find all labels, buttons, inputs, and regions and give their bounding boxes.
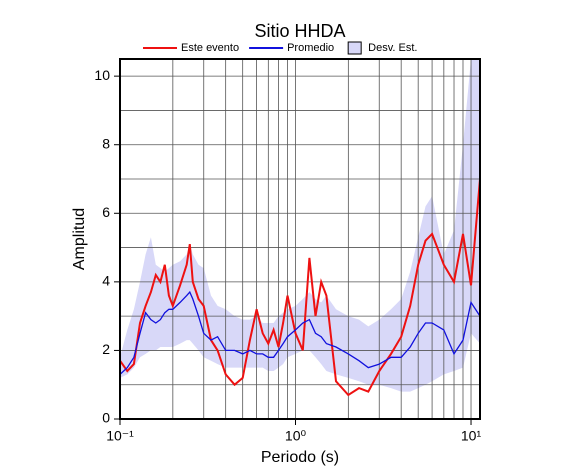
std-band [120,59,480,392]
y-tick-label: 6 [102,204,110,220]
y-tick-label: 8 [102,135,110,151]
y-tick-label: 10 [94,67,110,83]
legend-swatch [347,41,362,55]
plot-frame [119,58,481,420]
series-line [119,178,481,397]
x-axis-label: Periodo (s) [261,449,339,466]
legend-label: Desv. Est. [368,42,417,54]
legend-label: Este evento [181,42,239,54]
legend-label: Promedio [287,42,334,54]
x-tick-label: 10⁰ [285,428,307,444]
series-line [119,290,481,375]
y-tick-label: 0 [102,410,110,426]
chart-title: Sitio HHDA [254,21,345,41]
y-axis-label: Amplitud [71,208,88,270]
x-tick-label: 10⁻¹ [106,428,134,444]
y-tick-label: 2 [102,341,110,357]
x-tick-label: 10¹ [461,428,482,444]
y-tick-label: 4 [102,273,110,289]
